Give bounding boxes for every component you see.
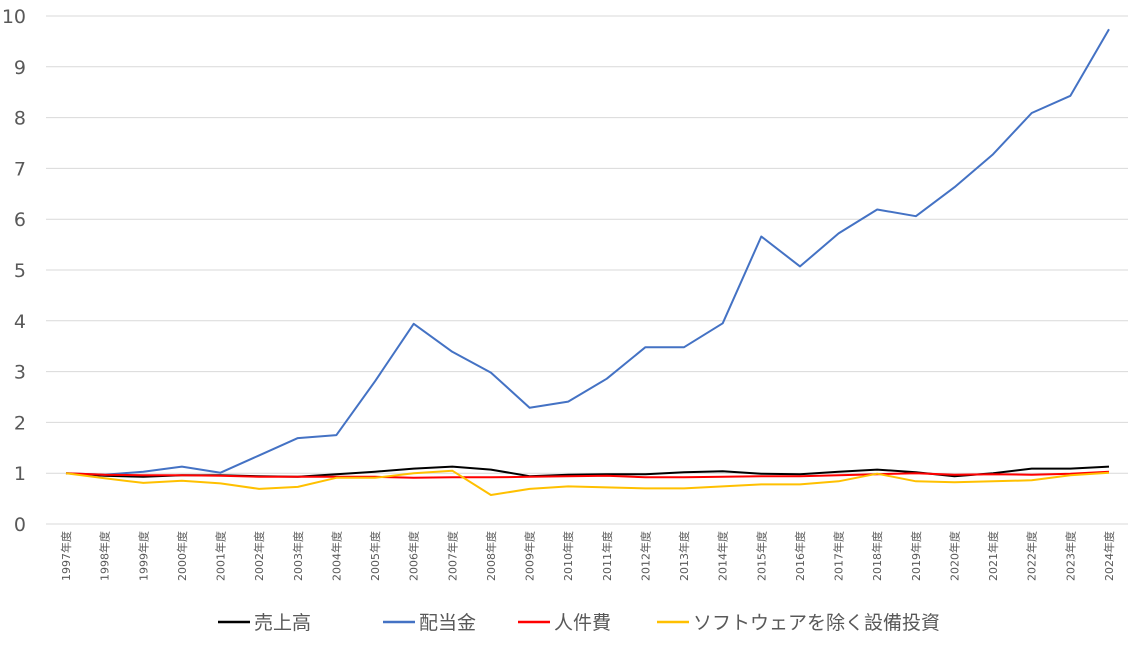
series-line-2 bbox=[65, 470, 1110, 479]
x-tick-label: 2001年度 bbox=[214, 531, 228, 581]
y-tick-label: 0 bbox=[14, 514, 26, 536]
gridlines bbox=[46, 15, 1128, 525]
x-tick-label: 2017年度 bbox=[832, 531, 846, 581]
y-tick-label: 1 bbox=[14, 463, 26, 485]
x-tick-label: 2024年度 bbox=[1102, 531, 1116, 581]
legend-item: ソフトウェアを除く設備投資 bbox=[657, 612, 940, 634]
x-tick-label: 2009年度 bbox=[523, 531, 537, 581]
x-tick-label: 2003年度 bbox=[291, 531, 305, 581]
x-tick-label: 2006年度 bbox=[407, 531, 421, 581]
x-tick-label: 2005年度 bbox=[368, 531, 382, 581]
x-tick-label: 2023年度 bbox=[1063, 531, 1077, 581]
series-line-3 bbox=[65, 469, 1110, 496]
x-tick-label: 2011年度 bbox=[600, 531, 614, 581]
legend-label: ソフトウェアを除く設備投資 bbox=[693, 612, 940, 634]
series-line-1 bbox=[65, 28, 1110, 476]
x-tick-label: 2022年度 bbox=[1025, 531, 1039, 581]
x-tick-label: 2000年度 bbox=[175, 531, 189, 581]
x-tick-label: 2019年度 bbox=[909, 531, 923, 581]
x-tick-label: 2008年度 bbox=[484, 531, 498, 581]
x-tick-label: 2020年度 bbox=[947, 531, 961, 581]
legend-label: 配当金 bbox=[419, 612, 476, 634]
x-tick-label: 2013年度 bbox=[677, 531, 691, 581]
x-tick-label: 2018年度 bbox=[870, 531, 884, 581]
legend: 売上高 配当金 人件費 ソフトウェアを除く設備投資 bbox=[218, 612, 940, 634]
legend-label: 売上高 bbox=[254, 612, 311, 634]
x-tick-label: 2014年度 bbox=[716, 531, 730, 581]
y-tick-label: 5 bbox=[14, 260, 26, 282]
legend-item: 配当金 bbox=[383, 612, 476, 634]
y-axis-ticks: 0 1 2 3 4 5 6 7 8 9 10 bbox=[2, 6, 26, 536]
legend-item: 売上高 bbox=[218, 612, 311, 634]
y-tick-label: 7 bbox=[14, 158, 26, 180]
y-tick-label: 6 bbox=[14, 209, 26, 231]
y-tick-label: 8 bbox=[14, 108, 26, 130]
x-tick-label: 2007年度 bbox=[445, 531, 459, 581]
x-tick-label: 1998年度 bbox=[98, 531, 112, 581]
x-tick-label: 2016年度 bbox=[793, 531, 807, 581]
x-tick-label: 2015年度 bbox=[754, 531, 768, 581]
legend-item: 人件費 bbox=[518, 612, 611, 634]
y-tick-label: 10 bbox=[2, 6, 26, 28]
x-tick-label: 1997年度 bbox=[59, 531, 73, 581]
x-axis-ticks: 1997年度 1998年度 1999年度 2000年度 2001年度 2002年度 2003… bbox=[59, 531, 1116, 581]
y-tick-label: 3 bbox=[14, 362, 26, 384]
y-tick-label: 9 bbox=[14, 57, 26, 79]
x-tick-label: 2004年度 bbox=[329, 531, 343, 581]
series-lines bbox=[65, 28, 1110, 496]
x-tick-label: 1999年度 bbox=[136, 531, 150, 581]
x-tick-label: 2002年度 bbox=[252, 531, 266, 581]
x-tick-label: 2012年度 bbox=[638, 531, 652, 581]
x-tick-label: 2021年度 bbox=[986, 531, 1000, 581]
y-tick-label: 2 bbox=[14, 412, 26, 434]
y-tick-label: 4 bbox=[14, 311, 26, 333]
x-tick-label: 2010年度 bbox=[561, 531, 575, 581]
legend-label: 人件費 bbox=[554, 612, 611, 634]
